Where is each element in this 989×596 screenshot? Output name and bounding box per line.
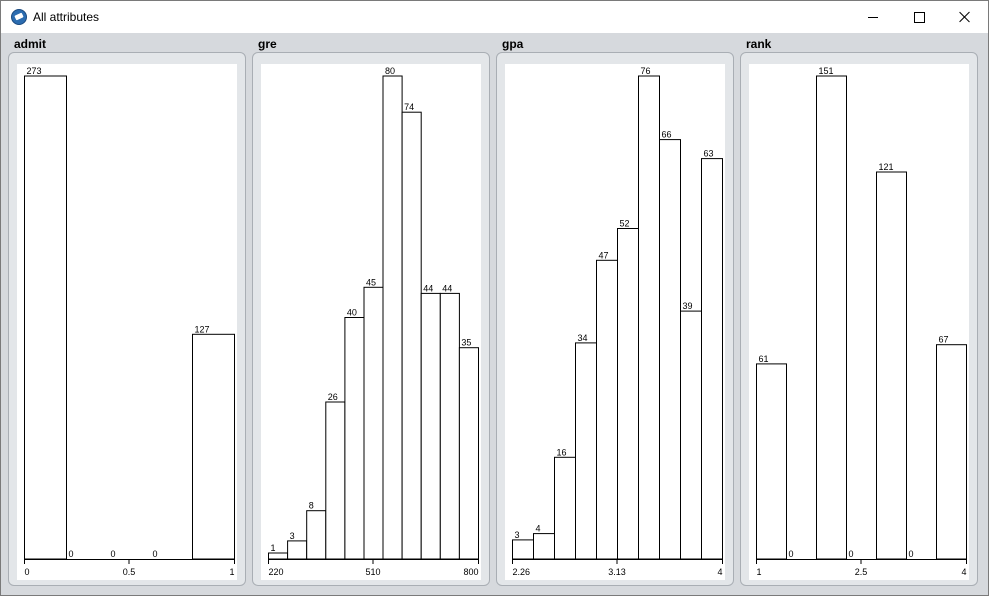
x-tick-label: 2.5: [855, 567, 868, 577]
histogram-rank: 61 0 151 0 121 0 67 1 2.5 4: [756, 66, 967, 577]
maximize-button[interactable]: [896, 1, 942, 33]
histogram-grid: admit 273 0 0 0 127 0 0.5 1 gre 1 3 8 26 40 45 80 74 44…: [1, 33, 988, 595]
window-title: All attributes: [33, 10, 100, 24]
bar-count-label: 61: [759, 354, 769, 364]
x-tick-label: 1: [229, 567, 234, 577]
panel-title-rank: rank: [746, 37, 772, 51]
histogram-bar: [306, 510, 327, 560]
x-tick-label: 800: [463, 567, 478, 577]
bar-count-label: 0: [153, 549, 158, 559]
panel-title-gre: gre: [258, 37, 277, 51]
bar-count-label: 44: [442, 283, 452, 293]
panel-title-gpa: gpa: [502, 37, 524, 51]
x-tick-label: 220: [269, 567, 284, 577]
histogram-bar: [401, 111, 422, 560]
bar-count-label: 26: [328, 392, 338, 402]
close-icon: [959, 11, 971, 23]
histogram-bar: [680, 310, 702, 560]
histogram-bar: [659, 139, 681, 560]
bar-count-label: 3: [515, 530, 520, 540]
histogram-bar: [192, 333, 235, 560]
bar-count-label: 121: [879, 162, 894, 172]
histogram-bar: [617, 228, 639, 560]
bar-count-label: 1: [271, 543, 276, 553]
histogram-bar: [24, 75, 67, 560]
histogram-bar: [816, 75, 847, 560]
bar-count-label: 35: [461, 338, 471, 348]
minimize-icon: [868, 16, 878, 18]
bar-count-label: 47: [599, 250, 609, 260]
histogram-gre: 1 3 8 26 40 45 80 74 44 44 35 220 510 800: [268, 66, 479, 577]
bar-count-label: 16: [557, 447, 567, 457]
bar-count-label: 34: [578, 333, 588, 343]
plot-area-gpa: 3 4 16 34 47 52 76 66 39 63 2.26 3.13 4: [505, 64, 725, 580]
plot-area-gre: 1 3 8 26 40 45 80 74 44 44 35 220 510 800: [261, 64, 481, 580]
bar-count-label: 67: [939, 335, 949, 345]
app-logo-icon: [11, 9, 27, 25]
x-tick-label: 2.26: [513, 567, 531, 577]
plot-area-admit: 273 0 0 0 127 0 0.5 1: [17, 64, 237, 580]
histogram-bar: [363, 286, 384, 560]
histogram-bar: [936, 344, 967, 560]
bar-count-label: 3: [290, 531, 295, 541]
bar-count-label: 8: [309, 501, 314, 511]
histogram-bar: [439, 292, 460, 560]
bar-count-label: 0: [849, 549, 854, 559]
histogram-bar: [420, 292, 441, 560]
panel-title-admit: admit: [14, 37, 47, 51]
x-tick-label: 4: [717, 567, 722, 577]
bar-count-label: 63: [704, 149, 714, 159]
bar-count-label: 0: [789, 549, 794, 559]
histogram-bar: [344, 317, 365, 560]
bar-count-label: 127: [195, 324, 210, 334]
bar-count-label: 273: [27, 66, 42, 76]
x-tick-label: 0.5: [123, 567, 136, 577]
bar-count-label: 45: [366, 277, 376, 287]
plot-area-rank: 61 0 151 0 121 0 67 1 2.5 4: [749, 64, 969, 580]
histogram-bar: [382, 75, 403, 560]
maximize-icon: [913, 11, 925, 23]
histogram-bar: [512, 539, 534, 560]
histogram-bar: [596, 259, 618, 560]
bar-count-label: 74: [404, 102, 414, 112]
histogram-bar: [575, 342, 597, 560]
bar-count-label: 0: [69, 549, 74, 559]
close-button[interactable]: [942, 1, 988, 33]
histogram-bar: [287, 540, 308, 560]
histogram-bar: [533, 533, 555, 560]
histogram-admit: 273 0 0 0 127 0 0.5 1: [24, 66, 235, 577]
bar-count-label: 0: [111, 549, 116, 559]
bar-count-label: 40: [347, 308, 357, 318]
x-tick-label: 510: [365, 567, 380, 577]
x-tick-label: 0: [25, 567, 30, 577]
histogram-bar: [638, 75, 660, 560]
bar-count-label: 0: [909, 549, 914, 559]
bar-count-label: 76: [641, 66, 651, 76]
bar-count-label: 66: [662, 130, 672, 140]
title-bar[interactable]: All attributes: [1, 1, 988, 33]
histogram-bar: [458, 347, 479, 560]
bar-count-label: 151: [819, 66, 834, 76]
histogram-bar: [554, 456, 576, 560]
x-tick-label: 1: [757, 567, 762, 577]
minimize-button[interactable]: [850, 1, 896, 33]
bar-count-label: 52: [620, 219, 630, 229]
bar-count-label: 80: [385, 66, 395, 76]
histogram-bar: [268, 552, 289, 560]
histogram-bar: [701, 158, 723, 560]
histogram-bar: [756, 363, 787, 560]
x-tick-label: 4: [961, 567, 966, 577]
bar-count-label: 4: [536, 524, 541, 534]
histogram-bar: [876, 171, 907, 560]
bar-count-label: 39: [683, 301, 693, 311]
x-tick-label: 3.13: [608, 567, 626, 577]
bar-count-label: 44: [423, 283, 433, 293]
histogram-bar: [325, 401, 346, 560]
